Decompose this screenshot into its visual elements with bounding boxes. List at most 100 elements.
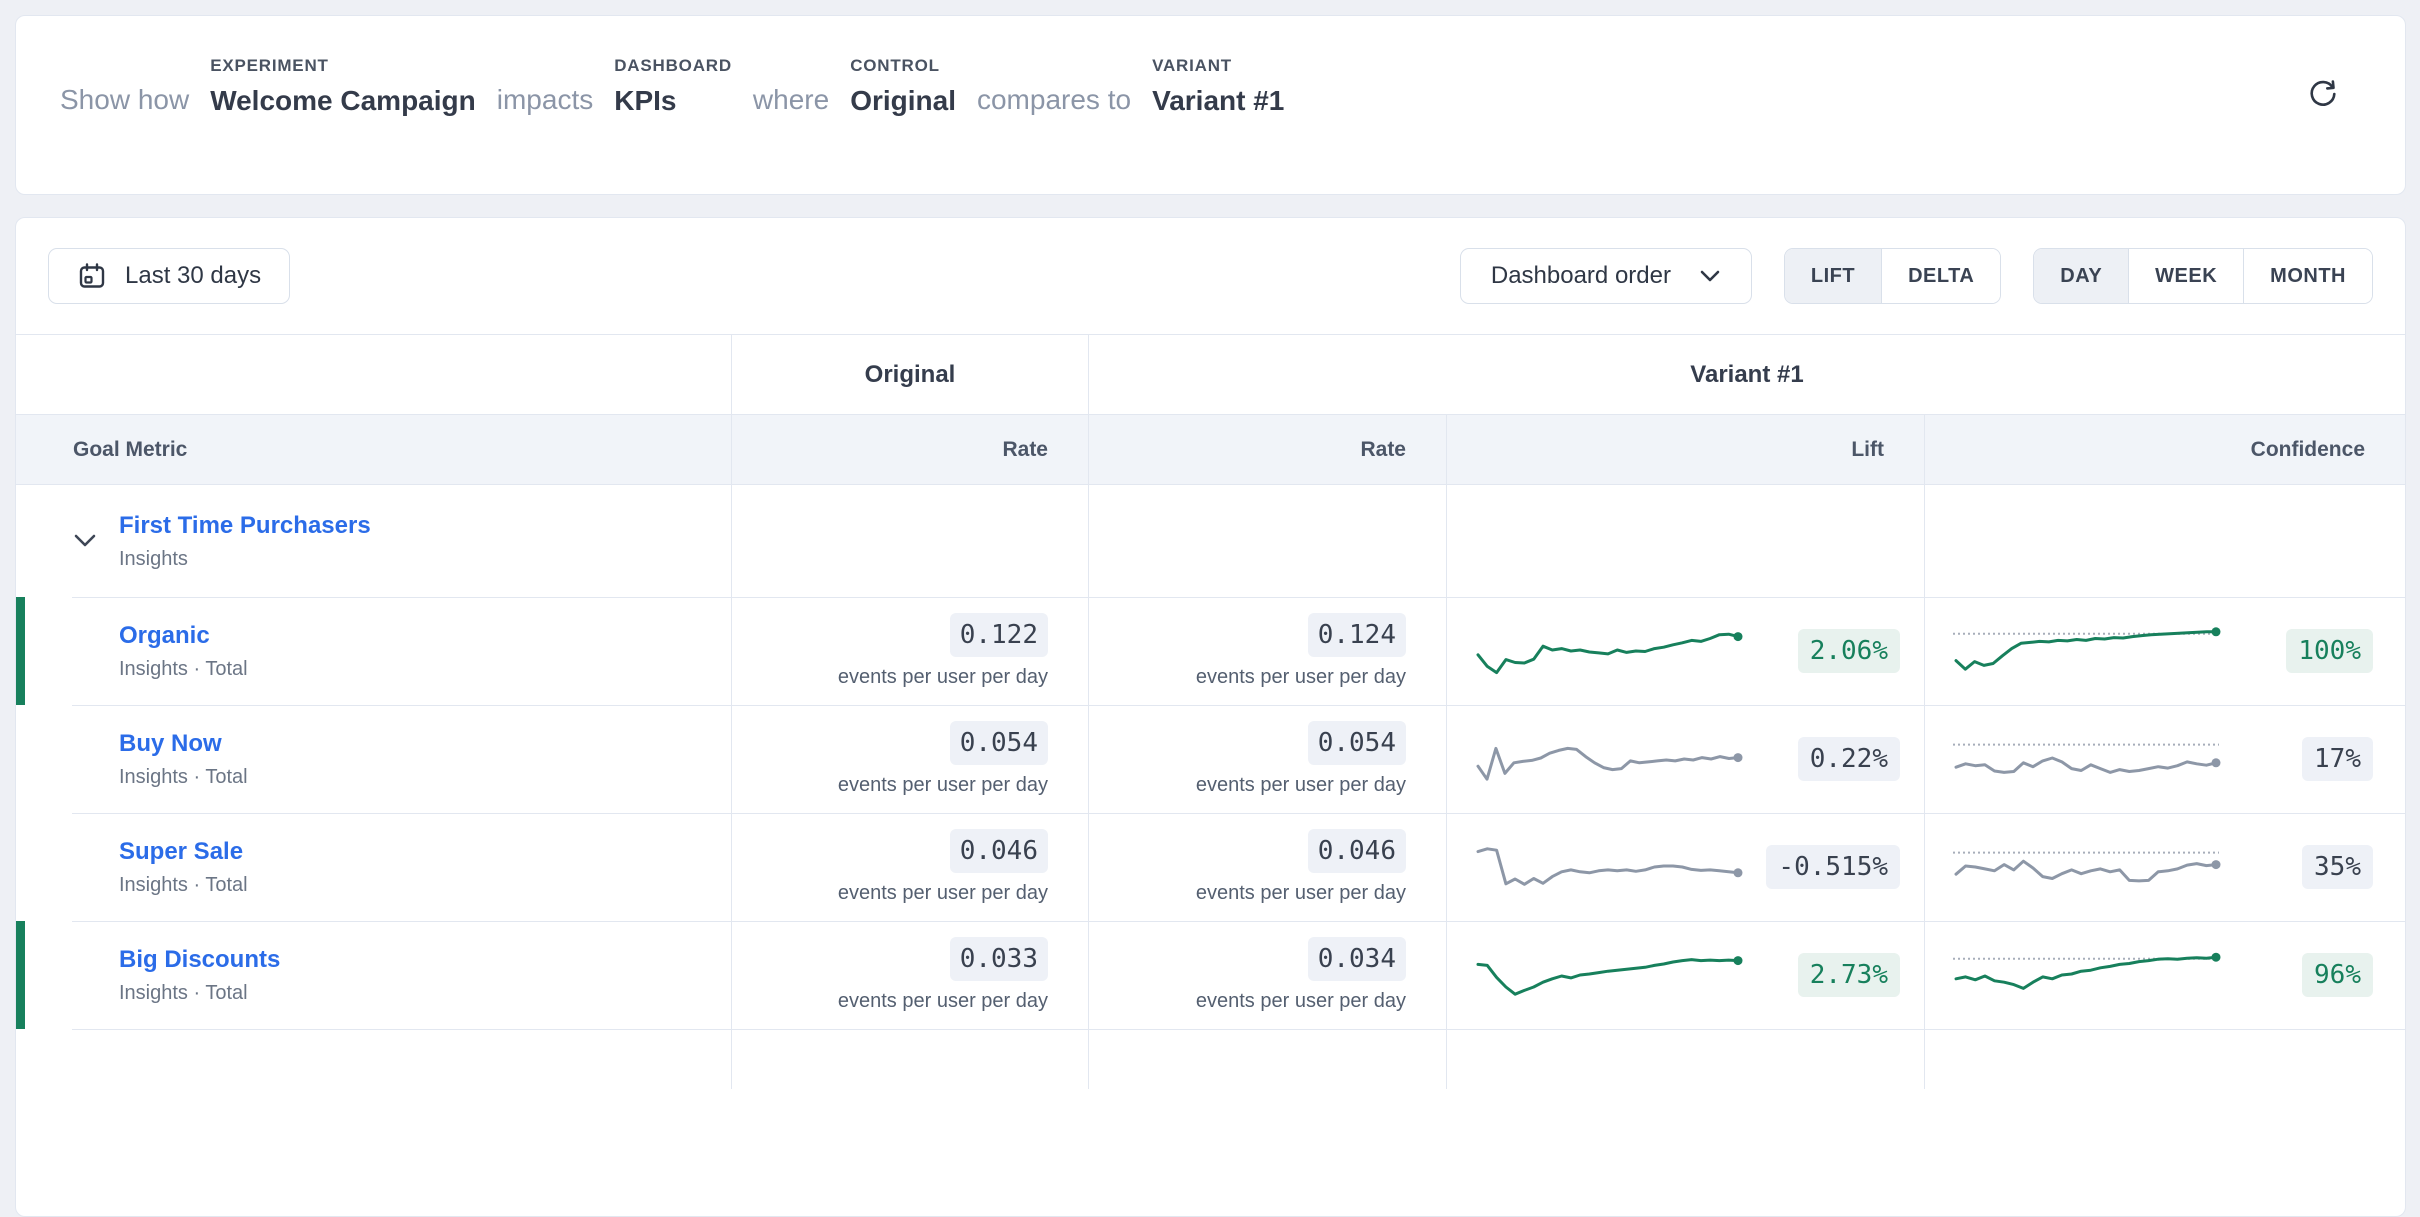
variant-rate-cell: 0.124 events per user per day — [1089, 597, 1447, 705]
rate-unit: events per user per day — [837, 882, 1048, 904]
rate-unit: events per user per day — [1195, 990, 1406, 1012]
original-rate-cell: 0.033 events per user per day — [732, 921, 1089, 1029]
empty-cell — [1925, 1029, 2405, 1089]
date-range-label: Last 30 days — [125, 262, 262, 289]
variant-label: VARIANT — [1152, 56, 1232, 75]
empty-cell — [1089, 485, 1447, 597]
toggle-lift[interactable]: LIFT — [1784, 249, 1882, 303]
lift-value: 2.06% — [1797, 629, 1900, 673]
empty-cell — [1925, 485, 2405, 597]
sentence-word: Show how — [60, 84, 190, 115]
metric-link[interactable]: Super Sale — [119, 837, 244, 865]
granularity-toggle: DAY WEEK MONTH — [2033, 248, 2373, 304]
lift-cell: -0.515% — [1447, 813, 1925, 921]
confidence-sparkline — [1951, 622, 2221, 680]
control-group-header: Original — [732, 335, 1089, 414]
toggle-delta[interactable]: DELTA — [1881, 249, 2001, 303]
sentence-word: compares to — [976, 84, 1132, 115]
empty-cell — [732, 1029, 1089, 1089]
lift-sparkline — [1473, 730, 1743, 788]
confidence-cell: 100% — [1925, 597, 2405, 705]
variant-rate-cell: 0.046 events per user per day — [1089, 813, 1447, 921]
toolbar: Last 30 days Dashboard order LIFT DELTA … — [16, 218, 2405, 334]
column-header-row: Goal Metric Rate Rate Lift Confidence — [16, 414, 2405, 484]
lift-value: 2.73% — [1797, 953, 1900, 997]
experiment-value[interactable]: Welcome Campaign — [210, 85, 476, 116]
empty-cell — [1089, 1029, 1447, 1089]
metric-source: Insights · Total — [119, 765, 248, 788]
col-lift: Lift — [1447, 415, 1925, 484]
lift-value: 0.22% — [1797, 737, 1900, 781]
experiment-sentence: Show how EXPERIMENT Welcome Campaign imp… — [60, 56, 1284, 117]
rate-unit: events per user per day — [1195, 882, 1406, 904]
original-rate-cell: 0.046 events per user per day — [732, 813, 1089, 921]
metric-row: Big Discounts Insights · Total 0.033 eve… — [16, 921, 2405, 1029]
confidence-cell: 35% — [1925, 813, 2405, 921]
col-control-rate: Rate — [732, 415, 1089, 484]
dashboard-order-dropdown[interactable]: Dashboard order — [1459, 248, 1752, 304]
empty-cell — [16, 1029, 732, 1089]
metric-row: Organic Insights · Total 0.122 events pe… — [16, 597, 2405, 705]
lift-cell: 0.22% — [1447, 705, 1925, 813]
dashboard-picker[interactable]: DASHBOARD KPIs — [614, 56, 732, 117]
toggle-day[interactable]: DAY — [2034, 249, 2129, 303]
dashboard-label: DASHBOARD — [614, 56, 732, 75]
sentence-word: where — [752, 84, 830, 115]
rate-unit: events per user per day — [837, 666, 1048, 688]
experiment-label: EXPERIMENT — [210, 56, 329, 75]
metric-name-cell: Big Discounts Insights · Total — [16, 921, 732, 1029]
lift-value: -0.515% — [1766, 845, 1900, 889]
dashboard-value[interactable]: KPIs — [614, 85, 677, 116]
goal-group-link[interactable]: First Time Purchasers — [119, 511, 371, 539]
confidence-cell: 96% — [1925, 921, 2405, 1029]
confidence-sparkline — [1951, 946, 2221, 1004]
original-rate-value: 0.033 — [949, 937, 1048, 981]
toggle-month[interactable]: MONTH — [2243, 249, 2372, 303]
empty-cell — [732, 485, 1089, 597]
variant-rate-value: 0.124 — [1307, 613, 1406, 657]
metric-link[interactable]: Organic — [119, 621, 210, 649]
confidence-value: 96% — [2302, 953, 2373, 997]
lift-sparkline — [1473, 946, 1743, 1004]
confidence-value: 35% — [2302, 845, 2373, 889]
original-rate-cell: 0.054 events per user per day — [732, 705, 1089, 813]
metric-link[interactable]: Big Discounts — [119, 945, 281, 973]
variant-picker[interactable]: VARIANT Variant #1 — [1152, 56, 1284, 117]
lift-delta-toggle: LIFT DELTA — [1783, 248, 2002, 304]
variant-group-header: Variant #1 — [1690, 360, 1804, 388]
variant-rate-value: 0.054 — [1307, 721, 1406, 765]
variant-value[interactable]: Variant #1 — [1152, 85, 1285, 116]
lift-cell: 2.73% — [1447, 921, 1925, 1029]
confidence-value: 17% — [2302, 737, 2373, 781]
metric-link[interactable]: Buy Now — [119, 729, 222, 757]
metric-row: Super Sale Insights · Total 0.046 events… — [16, 813, 2405, 921]
confidence-cell: 17% — [1925, 705, 2405, 813]
refresh-button[interactable] — [2301, 72, 2345, 116]
goal-group-cell: First Time Purchasers Insights — [16, 485, 732, 597]
original-rate-value: 0.054 — [949, 721, 1048, 765]
partial-next-row — [16, 1029, 2405, 1089]
date-range-button[interactable]: Last 30 days — [48, 248, 291, 304]
experiment-picker[interactable]: EXPERIMENT Welcome Campaign — [210, 56, 476, 117]
metric-rows: Organic Insights · Total 0.122 events pe… — [16, 597, 2405, 1029]
experiment-header-card: Show how EXPERIMENT Welcome Campaign imp… — [15, 15, 2406, 195]
chevron-down-icon — [1699, 269, 1721, 283]
control-picker[interactable]: CONTROL Original — [850, 56, 956, 117]
lift-sparkline — [1473, 622, 1743, 680]
variant-rate-cell: 0.034 events per user per day — [1089, 921, 1447, 1029]
metric-name-cell: Buy Now Insights · Total — [16, 705, 732, 813]
confidence-sparkline — [1951, 838, 2221, 896]
control-value[interactable]: Original — [850, 85, 956, 116]
lift-cell: 2.06% — [1447, 597, 1925, 705]
rate-unit: events per user per day — [837, 990, 1048, 1012]
variant-rate-value: 0.046 — [1307, 829, 1406, 873]
metric-row: Buy Now Insights · Total 0.054 events pe… — [16, 705, 2405, 813]
confidence-value: 100% — [2286, 629, 2373, 673]
empty-cell — [1447, 1029, 1925, 1089]
toggle-week[interactable]: WEEK — [2128, 249, 2244, 303]
variant-rate-value: 0.034 — [1307, 937, 1406, 981]
col-goal-metric: Goal Metric — [16, 415, 732, 484]
collapse-chevron-icon[interactable] — [72, 528, 98, 554]
calendar-icon — [77, 261, 107, 291]
metric-source: Insights · Total — [119, 657, 248, 680]
